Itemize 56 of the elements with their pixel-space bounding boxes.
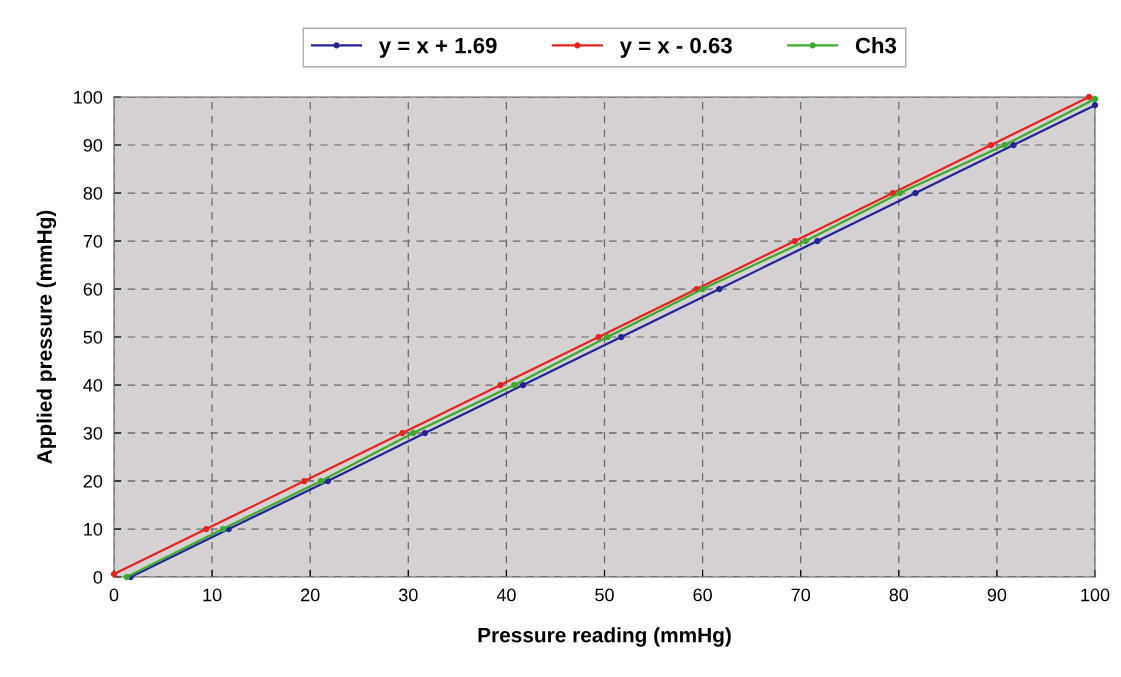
x-tick-label: 30 — [398, 588, 418, 602]
point — [1001, 141, 1008, 149]
point — [511, 381, 518, 389]
y-tick-label: 50 — [83, 330, 103, 344]
point — [618, 333, 625, 341]
point — [324, 477, 331, 485]
point — [123, 573, 130, 581]
point — [317, 477, 325, 485]
y-tick-label: 20 — [83, 474, 103, 488]
x-tick-label: 60 — [693, 588, 712, 602]
point — [421, 429, 429, 437]
point — [219, 525, 227, 533]
point — [1010, 141, 1017, 149]
y-tick-label: 0 — [93, 570, 103, 584]
x-tick-label: 10 — [203, 588, 222, 602]
point — [699, 285, 706, 293]
y-tick-label: 10 — [84, 522, 103, 536]
y-tick-label: 40 — [83, 378, 103, 392]
legend-label: y = x + 1.69 — [378, 37, 497, 58]
point — [896, 189, 903, 197]
point — [791, 237, 798, 245]
point — [889, 189, 897, 197]
x-tick-label: 100 — [1081, 588, 1110, 602]
point — [604, 333, 611, 341]
point — [301, 477, 308, 485]
x-tick-label: 90 — [987, 588, 1007, 602]
x-tick-label: 70 — [791, 588, 811, 602]
x-tick-label: 40 — [496, 588, 516, 602]
point — [519, 381, 527, 389]
y-tick-label: 80 — [83, 186, 103, 200]
y-tick-label: 70 — [83, 234, 103, 248]
y-tick-label: 90 — [83, 138, 103, 152]
point — [716, 285, 723, 293]
x-tick-label: 20 — [301, 588, 320, 602]
x-tick-label: 50 — [595, 588, 614, 602]
point — [1091, 95, 1099, 103]
point — [203, 525, 210, 533]
point — [1091, 102, 1099, 109]
point — [497, 381, 504, 389]
y-tick-label: 60 — [83, 282, 103, 296]
y-tick-label: 100 — [74, 90, 103, 104]
point — [595, 333, 602, 341]
x-tick-label: 0 — [109, 588, 119, 602]
point — [814, 237, 821, 245]
x-tick-label: 80 — [889, 588, 909, 602]
point — [987, 141, 995, 149]
x-axis-title: Pressure reading (mmHg) — [478, 627, 731, 647]
y-tick-label: 30 — [83, 426, 103, 440]
point — [410, 429, 417, 437]
point — [1085, 93, 1093, 101]
point — [399, 429, 406, 437]
y-axis-title: Applied pressure (mmHg) — [36, 210, 57, 464]
point — [802, 237, 809, 245]
legend-label: Ch3 — [855, 37, 897, 54]
legend-label: y = x - 0.63 — [619, 37, 732, 58]
point — [912, 189, 919, 197]
